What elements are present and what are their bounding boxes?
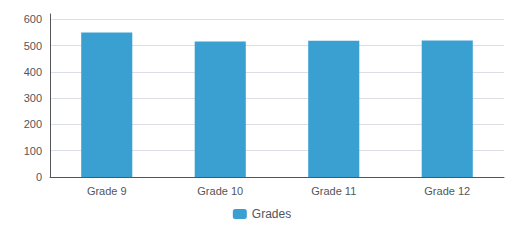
svg-text:200: 200 xyxy=(24,118,42,130)
svg-text:400: 400 xyxy=(24,66,42,78)
svg-text:600: 600 xyxy=(24,13,42,25)
svg-text:Grade 12: Grade 12 xyxy=(424,185,470,197)
svg-text:Grade 11: Grade 11 xyxy=(311,185,356,197)
svg-text:Grades: Grades xyxy=(252,207,291,221)
svg-text:Grade 10: Grade 10 xyxy=(197,185,243,197)
svg-text:0: 0 xyxy=(36,171,42,183)
svg-text:Grade 9: Grade 9 xyxy=(87,185,127,197)
svg-text:500: 500 xyxy=(24,40,42,52)
svg-text:300: 300 xyxy=(24,92,42,104)
svg-text:100: 100 xyxy=(24,145,42,157)
